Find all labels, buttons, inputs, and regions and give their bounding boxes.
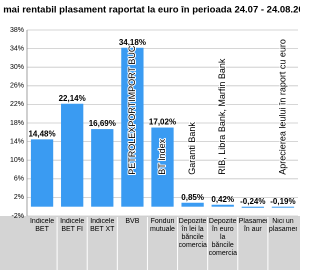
x-tick-label: Indicele BET XT — [90, 218, 115, 233]
x-tick-label: Depozite în lei la băncile comerciale — [178, 218, 207, 249]
category-panel — [0, 216, 300, 270]
bar-annotation: RIB, Libra Bank, Marfin Bank — [217, 58, 227, 175]
y-tick-label: 2% — [14, 194, 24, 201]
value-label: 14,48% — [28, 129, 55, 138]
value-label: 0,42% — [211, 195, 234, 204]
y-tick-label: 14% — [10, 138, 24, 145]
bar-annotation: BT Index — [157, 138, 167, 174]
value-label: 16,69% — [89, 119, 116, 128]
x-tick-label: Nici un plasament — [268, 218, 297, 233]
bar — [271, 206, 295, 208]
bar-annotation: Garanti Bank — [187, 122, 197, 175]
x-tick-label: BVB — [125, 218, 140, 225]
bar — [181, 202, 204, 207]
bar — [91, 129, 114, 207]
bar-annotation: PETROLEXPORTIMPORT BUC — [127, 45, 137, 175]
bar-annotation: Aprecierea leului în raport cu euro — [277, 39, 287, 175]
x-tick-label: Indicele BET FI — [60, 218, 85, 233]
x-tick-label: Indicele BET — [29, 218, 55, 233]
value-label: 34,18% — [119, 38, 146, 47]
bar — [121, 47, 144, 207]
value-label: -0,24% — [240, 197, 265, 206]
y-tick-label: 18% — [10, 120, 24, 127]
bar — [30, 139, 54, 207]
bar — [241, 206, 264, 208]
x-tick-label: Plasament în aur — [238, 218, 267, 233]
y-tick-label: 6% — [14, 176, 24, 183]
y-tick-label: 22% — [10, 101, 24, 108]
bar — [61, 103, 84, 207]
x-tick-label: Depozite în euro la băncile comerciale — [208, 218, 237, 257]
bar — [211, 204, 234, 207]
y-tick-label: 26% — [10, 83, 24, 90]
y-tick-label: 38% — [10, 27, 24, 34]
chart-title: Cel mai rentabil plasament raportat la e… — [0, 5, 300, 16]
value-label: 17,02% — [149, 118, 176, 127]
value-label: -0,19% — [270, 197, 295, 206]
bar — [151, 127, 174, 207]
value-label: 22,14% — [59, 94, 86, 103]
y-tick-label: 10% — [10, 157, 24, 164]
value-label: 0,85% — [181, 193, 204, 202]
y-tick-label: 34% — [10, 45, 24, 52]
chart: Cel mai rentabil plasament raportat la e… — [0, 5, 300, 270]
x-tick-label: Fonduri mutuale — [150, 218, 175, 233]
y-tick-label: -2% — [12, 213, 24, 220]
y-tick-label: 30% — [10, 64, 24, 71]
chart-page: Cel mai rentabil plasament raportat la e… — [0, 4, 300, 270]
